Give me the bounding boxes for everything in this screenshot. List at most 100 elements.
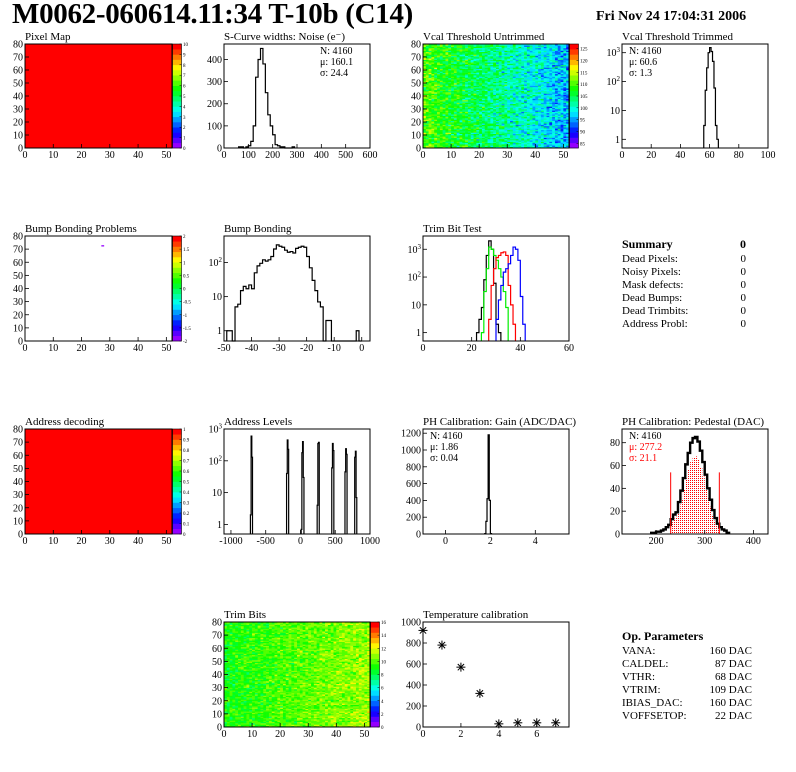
heatmap-cell: [554, 135, 559, 137]
heatmap-cell: [493, 144, 497, 146]
heatmap-cell: [540, 47, 545, 50]
heatmap-cell: [459, 120, 463, 123]
colorbar-band: [172, 528, 182, 535]
heatmap-cell: [532, 128, 536, 131]
heatmap-cell: [512, 49, 516, 51]
heatmap-cell: [462, 127, 466, 129]
heatmap-cell: [546, 125, 550, 128]
heatmap-cell: [476, 128, 480, 131]
heatmap-cell: [490, 102, 494, 105]
heatmap-cell: [453, 75, 457, 77]
heatmap-cell: [456, 79, 460, 81]
heatmap-cell: [442, 115, 446, 118]
heatmap-cell: [425, 55, 429, 58]
heatmap-cell: [532, 81, 536, 84]
heatmap-cell: [512, 79, 516, 81]
heatmap-cell: [451, 111, 455, 114]
heatmap-cell: [504, 136, 508, 138]
heatmap-cell: [501, 93, 505, 95]
heatmap-cell: [425, 68, 429, 71]
heatmap-cell: [470, 59, 474, 62]
heatmap-cell: [229, 658, 233, 661]
heatmap-cell: [504, 112, 508, 115]
heatmap-cell: [501, 125, 505, 128]
heatmap-cell: [224, 715, 228, 717]
heatmap-cell: [504, 49, 508, 51]
heatmap-cell: [476, 124, 480, 127]
heatmap-cell: [473, 138, 477, 141]
heatmap-cell: [445, 53, 449, 55]
heatmap-cell: [423, 129, 427, 132]
heatmap-cell: [526, 50, 530, 53]
heatmap-cell: [490, 76, 494, 79]
heatmap-cell: [504, 118, 508, 120]
heatmap-cell: [470, 57, 474, 59]
heatmap-cell: [521, 46, 525, 49]
heatmap-cell: [512, 66, 516, 68]
heatmap-cell: [428, 124, 432, 127]
heatmap-cell: [224, 699, 228, 702]
heatmap-cell: [431, 140, 435, 142]
heatmap-cell: [425, 53, 429, 55]
heatmap-cell: [498, 86, 502, 89]
heatmap-cell: [476, 137, 480, 140]
heatmap-cell: [459, 137, 463, 140]
heatmap-cell: [526, 53, 530, 55]
heatmap-cell: [229, 640, 233, 642]
heatmap-cell: [423, 83, 427, 85]
heatmap-cell: [456, 128, 460, 131]
heatmap-cell: [423, 120, 427, 123]
heatmap-cell: [529, 85, 533, 88]
heatmap-cell: [507, 132, 511, 134]
heatmap-cell: [465, 71, 469, 73]
colorbar-band: [569, 127, 579, 133]
heatmap-cell: [512, 140, 516, 142]
heatmap-cell: [496, 62, 500, 64]
heatmap-cell: [546, 64, 550, 67]
heatmap-cell: [540, 144, 545, 146]
heatmap-cell: [425, 141, 429, 144]
heatmap-cell: [501, 64, 505, 67]
heatmap-cell: [476, 63, 480, 66]
heatmap-cell: [504, 111, 508, 114]
heatmap-cell: [232, 627, 236, 629]
heatmap-cell: [532, 88, 536, 90]
heatmap-cell: [481, 55, 486, 58]
heatmap-cell: [459, 70, 463, 72]
heatmap-cell: [467, 144, 472, 146]
heatmap-cell: [465, 86, 469, 89]
heatmap-cell: [524, 55, 528, 58]
heatmap-cell: [453, 133, 457, 136]
heatmap-cell: [487, 138, 491, 141]
heatmap-cell: [538, 109, 542, 111]
heatmap-cell: [543, 128, 547, 131]
heatmap-cell: [467, 55, 472, 58]
heatmap-cell: [437, 71, 441, 73]
heatmap-cell: [456, 71, 460, 73]
heatmap-cell: [515, 59, 519, 62]
heatmap-cell: [434, 46, 438, 49]
heatmap-cell: [515, 53, 519, 55]
heatmap-cell: [470, 71, 474, 73]
heatmap-cell: [540, 90, 545, 93]
heatmap-cell: [467, 106, 472, 108]
colorbar-tick-label: 125: [580, 48, 588, 53]
heatmap-cell: [529, 77, 533, 80]
heatmap-cell: [439, 133, 443, 136]
heatmap-cell: [232, 690, 236, 692]
heatmap-cell: [532, 70, 536, 72]
heatmap-cell: [560, 102, 564, 105]
heatmap-cell: [552, 51, 556, 54]
heatmap-cell: [515, 131, 519, 133]
heatmap-cell: [437, 135, 441, 137]
heatmap-cell: [493, 53, 497, 55]
colorbar-band: [172, 476, 182, 482]
heatmap-cell: [496, 103, 500, 106]
heatmap-cell: [498, 71, 502, 73]
heatmap-cell: [507, 46, 511, 49]
colorbar-band: [172, 444, 182, 451]
heatmap-cell: [496, 122, 500, 124]
heatmap-cell: [428, 101, 432, 103]
heatmap-cell: [476, 57, 480, 59]
heatmap-cell: [507, 45, 511, 47]
